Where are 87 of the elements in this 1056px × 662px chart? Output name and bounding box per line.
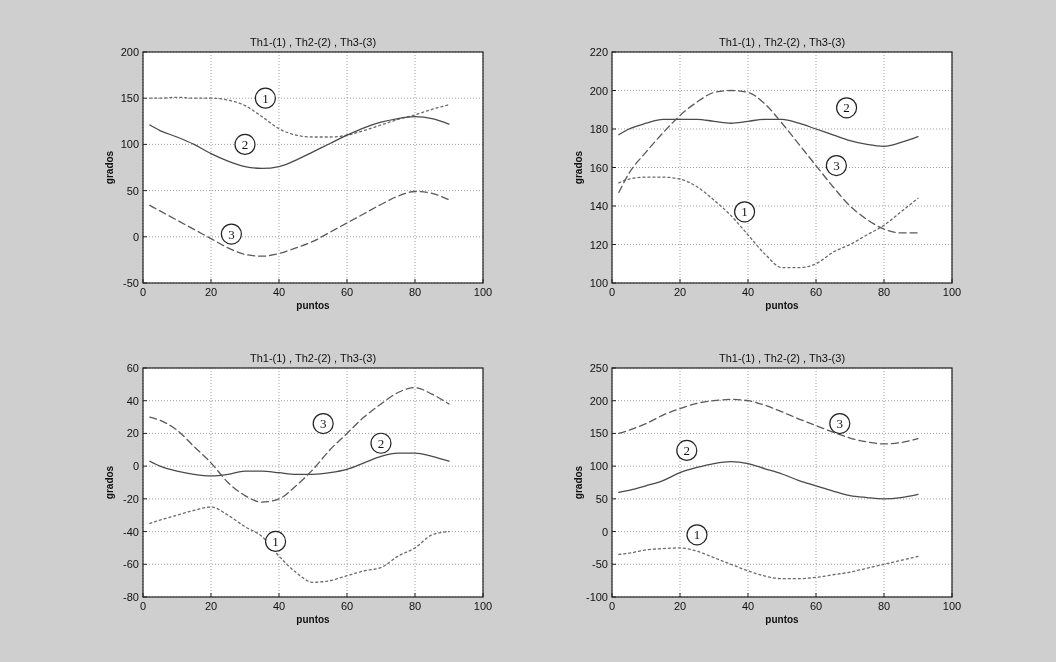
x-tick-label: 60 <box>809 286 823 298</box>
y-tick-label: -100 <box>585 591 608 603</box>
x-axis-title: puntos <box>296 614 331 625</box>
y-axis-title: grados <box>104 150 115 185</box>
line-series <box>618 547 919 580</box>
y-tick-label: 220 <box>589 46 608 58</box>
x-tick-label: 80 <box>877 600 891 612</box>
x-tick-label: 40 <box>741 286 755 298</box>
annotation: 1 <box>262 90 269 106</box>
y-tick-label: -20 <box>123 492 139 505</box>
y-tick-label: 140 <box>589 200 608 212</box>
x-tick-label: 20 <box>204 286 218 298</box>
annotation: 3 <box>836 416 844 432</box>
x-tick-label: 60 <box>340 286 354 298</box>
line-series <box>618 176 919 269</box>
y-tick-label: 100 <box>589 460 608 473</box>
line-series <box>149 386 450 503</box>
annotation: 2 <box>377 435 385 451</box>
x-tick-label: 20 <box>204 600 218 612</box>
y-tick-label: -80 <box>123 591 139 603</box>
annotation: 2 <box>683 442 691 458</box>
x-tick-label: 40 <box>272 286 286 298</box>
x-tick-label: 100 <box>942 286 962 298</box>
line-series <box>149 506 450 583</box>
chart-title: Th1-(1) , Th2-(2) , Th3-(3) <box>249 36 377 48</box>
line-series <box>149 452 450 477</box>
y-tick-label: 200 <box>589 394 608 407</box>
y-tick-label: 200 <box>120 46 139 58</box>
chart-title: Th1-(1) , Th2-(2) , Th3-(3) <box>718 36 846 48</box>
y-tick-label: -50 <box>123 277 139 289</box>
y-tick-label: -60 <box>123 558 139 571</box>
line-series <box>149 116 450 170</box>
chart-title: Th1-(1) , Th2-(2) , Th3-(3) <box>718 352 846 364</box>
x-tick-label: 60 <box>809 600 823 612</box>
line-series <box>618 460 919 500</box>
x-tick-label: 100 <box>473 286 493 298</box>
y-tick-label: 0 <box>132 460 139 473</box>
y-tick-label: 50 <box>595 492 608 505</box>
x-tick-label: 40 <box>741 600 755 612</box>
annotation: 1 <box>741 204 748 220</box>
y-axis-title: grados <box>104 465 115 500</box>
annotation: 3 <box>228 226 235 242</box>
y-tick-label: -40 <box>123 525 139 538</box>
x-tick-label: 80 <box>408 600 422 612</box>
chart-title: Th1-(1) , Th2-(2) , Th3-(3) <box>249 352 377 364</box>
y-tick-label: 0 <box>601 525 608 538</box>
annotation: 1 <box>693 527 701 543</box>
y-tick-label: 100 <box>120 138 139 151</box>
y-tick-label: 250 <box>589 362 608 374</box>
x-axis-title: puntos <box>296 300 331 311</box>
y-tick-label: 100 <box>589 277 608 289</box>
annotation: 3 <box>833 158 840 174</box>
x-axis-title: puntos <box>765 300 800 311</box>
annotation: 2 <box>241 136 249 152</box>
line-series <box>149 190 450 257</box>
y-tick-label: 160 <box>589 161 608 174</box>
y-tick-label: 150 <box>120 92 139 105</box>
x-tick-label: 40 <box>272 600 286 612</box>
x-tick-label: 100 <box>473 600 493 612</box>
y-tick-label: 180 <box>589 123 608 135</box>
y-tick-label: 150 <box>589 427 608 440</box>
y-tick-label: 50 <box>126 184 139 197</box>
y-tick-label: 60 <box>126 362 139 374</box>
x-tick-label: 80 <box>877 286 891 298</box>
y-tick-label: 40 <box>126 394 139 407</box>
y-tick-label: 0 <box>132 230 139 243</box>
y-tick-label: 200 <box>589 84 608 97</box>
y-tick-label: 120 <box>589 238 608 251</box>
x-tick-label: 60 <box>340 600 354 612</box>
line-series <box>618 398 919 445</box>
y-tick-label: 20 <box>126 427 139 440</box>
line-series <box>618 118 919 147</box>
x-tick-label: 20 <box>673 600 687 612</box>
x-tick-label: 100 <box>942 600 962 612</box>
y-axis-title: grados <box>573 465 584 500</box>
x-tick-label: 20 <box>673 286 687 298</box>
x-tick-label: 0 <box>608 600 616 612</box>
y-tick-label: -50 <box>592 558 608 571</box>
annotation: 3 <box>319 416 327 432</box>
line-series <box>149 96 450 138</box>
annotation: 1 <box>272 533 279 549</box>
x-tick-label: 0 <box>608 286 616 298</box>
x-axis-title: puntos <box>765 614 800 625</box>
annotation: 2 <box>843 100 850 116</box>
y-axis-title: grados <box>573 150 584 185</box>
line-series <box>618 89 919 234</box>
x-tick-label: 80 <box>408 286 422 298</box>
